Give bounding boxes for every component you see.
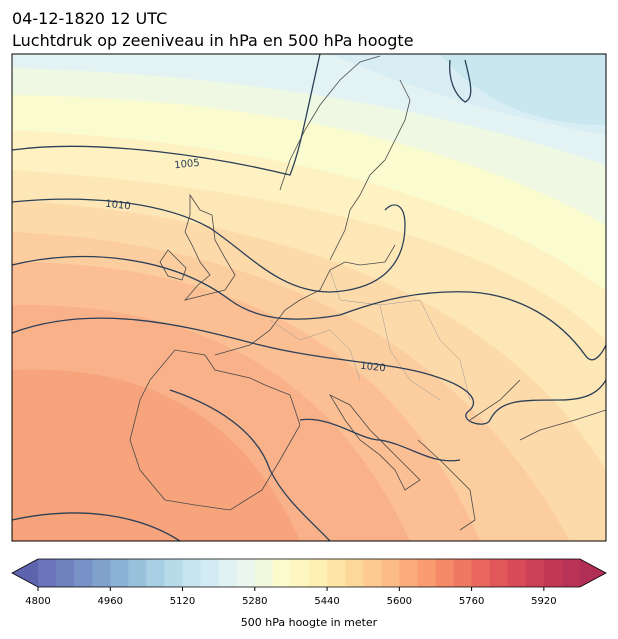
colorbar-bin: [525, 559, 545, 587]
coastline: [469, 379, 606, 441]
field-band: [440, 54, 606, 125]
map: 1005 1010 1020: [12, 54, 606, 541]
contour-label: 1020: [360, 361, 386, 375]
colorbar-bin: [92, 559, 111, 587]
colorbar-bin: [254, 559, 274, 587]
colorbar-bin: [110, 559, 129, 587]
colorbar-bin: [236, 559, 256, 587]
colorbar-outline: [11, 558, 607, 588]
colorbar-bin: [417, 559, 436, 587]
colorbar-bin: [128, 559, 147, 587]
colorbar-bin: [182, 559, 202, 587]
colorbar-tick-label: 5920: [531, 596, 556, 607]
colorbar-bin: [74, 559, 93, 587]
colorbar-tick-label: 5120: [170, 596, 195, 607]
colorbar-bin: [507, 559, 527, 587]
colorbar-bin: [290, 559, 310, 587]
coastline: [328, 394, 476, 531]
colorbar-label: 500 hPa hoogte in meter: [241, 616, 378, 629]
subtitle: Luchtdruk op zeeniveau in hPa en 500 hPa…: [12, 31, 414, 50]
colorbar-bin: [363, 559, 382, 587]
map-frame: [11, 53, 607, 542]
borders: [269, 269, 471, 401]
coastline: [279, 55, 411, 261]
isobar: [12, 255, 606, 361]
colorbar-tick-label: 5280: [242, 596, 267, 607]
colorbar-extend-low: [12, 559, 38, 587]
colorbar-bin: [38, 559, 57, 587]
colorbar-bin: [435, 559, 455, 587]
colorbar-bin: [381, 559, 400, 587]
colorbar-bin: [489, 559, 509, 587]
colorbar-bin: [399, 559, 418, 587]
colorbar-bin: [471, 559, 491, 587]
title: 04-12-1820 12 UTC: [12, 9, 167, 28]
coastline: [159, 193, 236, 301]
colorbar-tick-label: 4960: [98, 596, 123, 607]
colorbar-bin: [200, 559, 220, 587]
coastlines: [129, 55, 606, 531]
contour-label: 1010: [105, 199, 131, 213]
colorbar-extend-high: [580, 559, 606, 587]
colorbar-bin: [218, 559, 238, 587]
colorbar-tick-label: 5440: [314, 596, 339, 607]
coastline: [129, 349, 301, 511]
border-line: [269, 269, 471, 401]
colorbar-tick-label: 5600: [387, 596, 412, 607]
colorbar-bin: [56, 559, 75, 587]
colorbar-bin: [272, 559, 292, 587]
colorbar-bin: [309, 559, 328, 587]
colorbar: 4800 4960 5120 5280 5440 5600 5760 5920 500 hPa …: [11, 558, 607, 629]
colorbar-bin: [543, 559, 563, 587]
isobar: [449, 59, 472, 103]
colorbar-bin: [453, 559, 473, 587]
colorbar-tick-label: 4800: [25, 596, 50, 607]
colorbar-bin: [561, 559, 581, 587]
contour-label: 1005: [174, 158, 200, 172]
isobar: [12, 54, 321, 176]
isobar: [12, 198, 406, 293]
colorbar-tick-label: 5760: [459, 596, 484, 607]
colorbar-bin: [146, 559, 165, 587]
contours: [12, 54, 606, 541]
isobar: [12, 317, 606, 425]
colorbar-bin: [327, 559, 346, 587]
colorbar-bin: [345, 559, 364, 587]
isobar: [12, 512, 181, 541]
coastline: [214, 244, 396, 356]
colorbar-bin: [164, 559, 184, 587]
isobar: [169, 389, 461, 541]
